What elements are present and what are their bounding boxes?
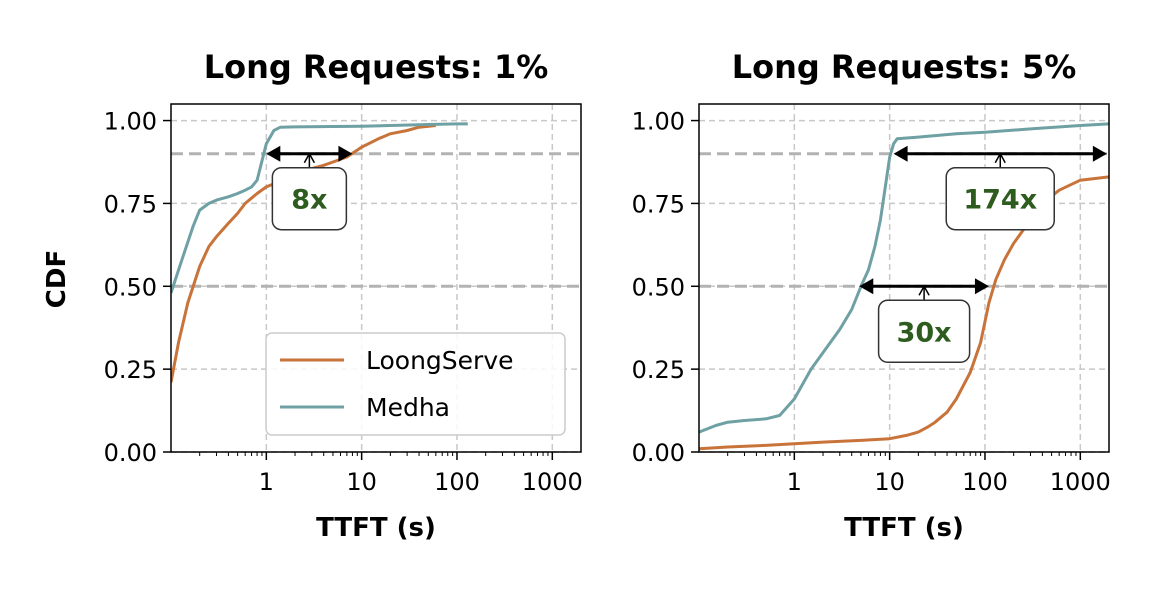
annotation-arrowhead <box>1092 145 1107 162</box>
x-tick-label: 1000 <box>522 468 583 496</box>
y-tick-label: 0.00 <box>104 439 157 467</box>
x-axis-label: TTFT (s) <box>844 513 964 543</box>
y-tick-label: 1.00 <box>632 108 685 136</box>
x-tick-label: 10 <box>874 468 905 496</box>
x-tick-label: 1000 <box>1050 468 1111 496</box>
legend-label-medha: Medha <box>366 393 450 422</box>
annotation-connector-head <box>303 152 316 164</box>
annotation-label: 8x <box>291 185 327 216</box>
x-tick-label: 1 <box>787 468 802 496</box>
y-tick-label: 1.00 <box>104 108 157 136</box>
chart-title: Long Requests: 1% <box>204 48 549 86</box>
x-tick-label: 1 <box>259 468 274 496</box>
series-line-medha <box>699 122 1109 434</box>
y-axis-label: CDF <box>42 250 72 308</box>
y-tick-label: 0.75 <box>104 190 157 218</box>
annotation-box <box>271 166 348 231</box>
legend-label-loongserve: LoongServe <box>366 346 514 375</box>
chart-panel-long-requests-1pct: Long Requests: 1% TTFT (s) 1 10 100 1000 0.0… <box>104 48 583 543</box>
annotation-label: 30x <box>897 317 952 348</box>
annotation-connector-head <box>918 284 930 296</box>
legend: LoongServe Medha <box>265 332 566 436</box>
annotation-arrowhead <box>338 145 353 162</box>
x-axis-label: TTFT (s) <box>316 513 436 543</box>
annotation-arrowhead <box>859 278 874 295</box>
plot-frame <box>698 103 1110 453</box>
y-tick-label: 0.50 <box>632 273 685 301</box>
y-tick-label: 0.00 <box>632 439 685 467</box>
y-tick-label: 0.25 <box>104 356 157 384</box>
x-tick-label: 10 <box>346 468 377 496</box>
y-tick-label: 0.25 <box>632 356 685 384</box>
annotation-arrowhead <box>974 278 989 295</box>
annotation-arrowhead <box>266 145 281 162</box>
y-tick-label: 0.75 <box>632 190 685 218</box>
x-tick-label: 100 <box>434 468 480 496</box>
series-line-medha <box>171 122 468 294</box>
annotation-box <box>945 166 1055 231</box>
chart-title: Long Requests: 5% <box>732 48 1077 86</box>
y-tick-label: 0.50 <box>104 273 157 301</box>
annotation-label: 174x <box>963 185 1037 216</box>
plot-frame <box>170 103 582 453</box>
annotation-connector-head <box>994 152 1006 164</box>
annotation-arrowhead <box>893 145 908 162</box>
annotation-box <box>877 299 971 364</box>
chart-panel-long-requests-5pct: Long Requests: 5% TTFT (s) 1 10 100 1000 0.0… <box>632 48 1111 543</box>
x-tick-label: 100 <box>962 468 1008 496</box>
